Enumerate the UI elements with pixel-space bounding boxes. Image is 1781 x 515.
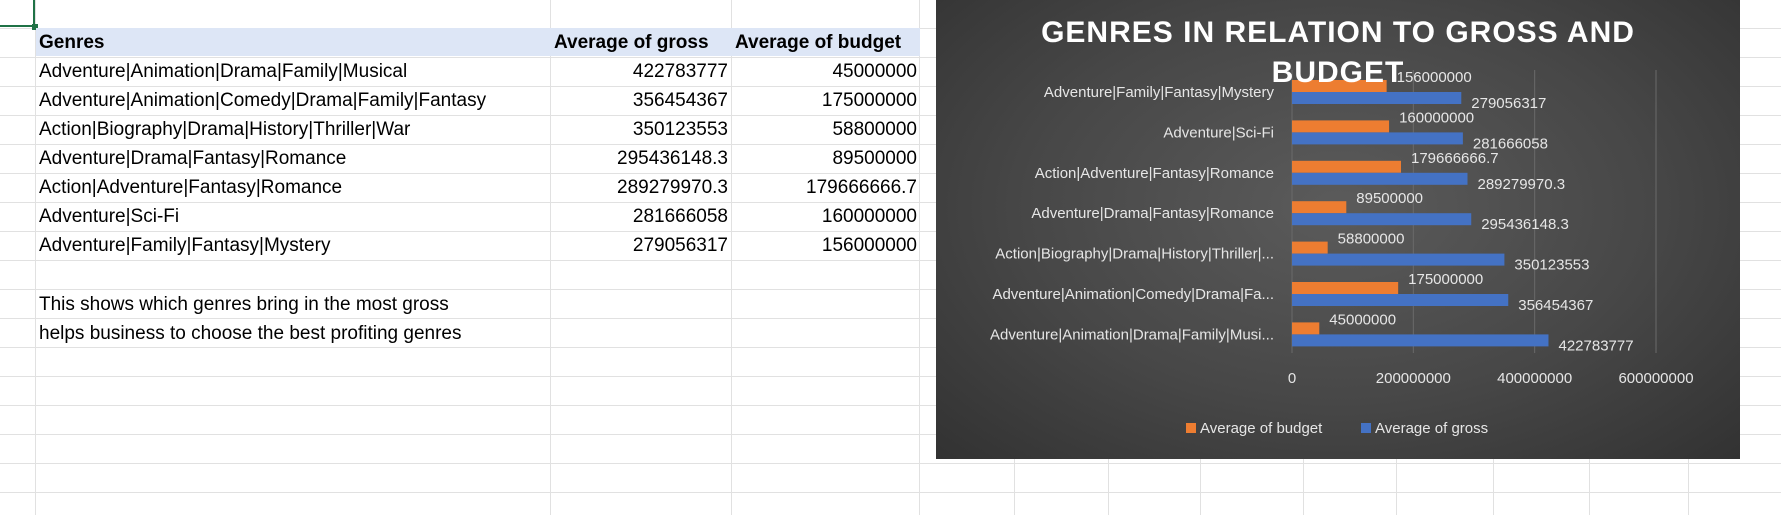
bar-budget[interactable] xyxy=(1292,201,1347,214)
category-label[interactable]: Adventure|Animation|Drama|Family|Musi... xyxy=(990,326,1274,343)
cell-genre[interactable]: Action|Adventure|Fantasy|Romance xyxy=(39,177,343,198)
data-label-gross: 350123553 xyxy=(1514,257,1589,274)
bar-budget[interactable] xyxy=(1292,241,1328,254)
row-gridline xyxy=(0,405,1781,406)
bar-budget[interactable] xyxy=(1292,160,1401,173)
cell-average-budget[interactable]: 156000000 xyxy=(821,235,917,256)
bar-gross[interactable] xyxy=(1292,92,1462,104)
bar-budget[interactable] xyxy=(1292,282,1399,294)
cell-average-gross[interactable]: 356454367 xyxy=(632,90,728,111)
x-tick-label: 400000000 xyxy=(1497,370,1572,387)
row-gridline xyxy=(0,434,1781,435)
data-label-budget: 179666666.7 xyxy=(1411,150,1499,167)
row-gridline xyxy=(0,463,1781,464)
category-label[interactable]: Action|Adventure|Fantasy|Romance xyxy=(1035,165,1274,182)
bar-gross[interactable] xyxy=(1292,294,1509,306)
cell-average-budget[interactable]: 45000000 xyxy=(832,61,917,82)
x-tick-label: 600000000 xyxy=(1618,370,1693,387)
legend-label[interactable]: Average of budget xyxy=(1200,420,1323,437)
data-label-gross: 289279970.3 xyxy=(1477,176,1565,193)
row-gridline xyxy=(0,347,1781,348)
table-header-band xyxy=(36,28,920,56)
legend-swatch xyxy=(1361,423,1371,433)
data-label-gross: 295436148.3 xyxy=(1481,216,1569,233)
cell-genre[interactable]: Adventure|Animation|Comedy|Drama|Family|… xyxy=(39,90,487,111)
category-label[interactable]: Adventure|Animation|Comedy|Drama|Fa... xyxy=(992,286,1274,303)
chart-canvas: 0 200000000 400000000 600000000 Adventure|Fa… xyxy=(990,16,1694,437)
column-gridline xyxy=(550,0,551,515)
bar-budget[interactable] xyxy=(1292,322,1320,335)
bar-chart[interactable]: 0 200000000 400000000 600000000 Adventure|Fa… xyxy=(936,0,1740,459)
data-label-gross: 281666058 xyxy=(1473,135,1548,152)
data-label-budget: 58800000 xyxy=(1338,231,1405,248)
row-gridline xyxy=(0,144,1781,145)
category-label[interactable]: Adventure|Sci-Fi xyxy=(1163,124,1274,141)
data-label-budget: 89500000 xyxy=(1356,190,1423,207)
category-label[interactable]: Adventure|Family|Fantasy|Mystery xyxy=(1044,84,1275,101)
data-label-budget: 175000000 xyxy=(1408,271,1483,288)
row-gridline xyxy=(0,289,1781,290)
cell-average-gross[interactable]: 350123553 xyxy=(632,119,728,140)
data-label-budget: 45000000 xyxy=(1329,311,1396,328)
category-label[interactable]: Adventure|Drama|Fantasy|Romance xyxy=(1031,205,1274,222)
row-gridline xyxy=(0,260,1781,261)
cell-average-gross[interactable]: 422783777 xyxy=(632,61,728,82)
cell-genre[interactable]: Adventure|Family|Fantasy|Mystery xyxy=(39,235,331,256)
cell-genre[interactable]: Adventure|Drama|Fantasy|Romance xyxy=(39,148,347,169)
active-cell-selection[interactable] xyxy=(0,0,35,27)
cell-average-budget[interactable]: 179666666.7 xyxy=(806,177,917,198)
row-gridline xyxy=(0,318,1781,319)
cell-average-budget[interactable]: 89500000 xyxy=(832,148,917,169)
bar-budget[interactable] xyxy=(1292,80,1387,92)
data-label-budget: 156000000 xyxy=(1397,69,1472,86)
cell-average-gross[interactable]: 281666058 xyxy=(632,206,728,227)
row-gridline xyxy=(0,202,1781,203)
category-label[interactable]: Action|Biography|Drama|History|Thriller|… xyxy=(995,246,1274,263)
row-gridline xyxy=(0,492,1781,493)
row-gridline xyxy=(0,376,1781,377)
row-gridline xyxy=(0,57,1781,58)
column-gridline xyxy=(35,0,36,515)
column-gridline xyxy=(919,0,920,515)
column-gridline xyxy=(731,0,732,515)
row-gridline xyxy=(0,115,1781,116)
chart-title-line-2[interactable]: BUDGET xyxy=(1272,56,1405,89)
cell-average-gross[interactable]: 289279970.3 xyxy=(617,177,728,198)
cell-average-budget[interactable]: 175000000 xyxy=(821,90,917,111)
data-label-gross: 279056317 xyxy=(1471,95,1546,112)
legend-label[interactable]: Average of gross xyxy=(1375,420,1488,437)
chart-title-line-1[interactable]: GENRES IN RELATION TO GROSS AND xyxy=(1041,16,1635,49)
bar-gross[interactable] xyxy=(1292,132,1463,145)
bar-budget[interactable] xyxy=(1292,120,1390,133)
bar-gross[interactable] xyxy=(1292,172,1468,185)
x-tick-label: 200000000 xyxy=(1376,370,1451,387)
header-genres[interactable]: Genres xyxy=(39,32,105,53)
x-tick-label: 0 xyxy=(1288,370,1296,387)
header-average-of-budget[interactable]: Average of budget xyxy=(735,32,902,53)
cell-genre[interactable]: Action|Biography|Drama|History|Thriller|… xyxy=(39,119,411,140)
bar-gross[interactable] xyxy=(1292,253,1505,266)
cell-genre[interactable]: Adventure|Sci-Fi xyxy=(39,206,180,227)
note-line-2[interactable]: helps business to choose the best profit… xyxy=(39,323,462,344)
row-gridline xyxy=(0,173,1781,174)
row-gridline xyxy=(0,86,1781,87)
row-gridline xyxy=(0,231,1781,232)
cell-average-budget[interactable]: 160000000 xyxy=(821,206,917,227)
bar-gross[interactable] xyxy=(1292,213,1472,226)
chart-legend[interactable]: Average of budget Average of gross xyxy=(1186,420,1488,437)
data-label-gross: 422783777 xyxy=(1558,337,1633,354)
data-label-budget: 160000000 xyxy=(1399,109,1474,126)
bar-gross[interactable] xyxy=(1292,334,1549,347)
header-average-of-gross[interactable]: Average of gross xyxy=(554,32,709,53)
cell-genre[interactable]: Adventure|Animation|Drama|Family|Musical xyxy=(39,61,408,82)
legend-swatch xyxy=(1186,423,1196,433)
fill-handle[interactable] xyxy=(32,24,38,30)
cell-average-gross[interactable]: 279056317 xyxy=(632,235,728,256)
note-line-1[interactable]: This shows which genres bring in the mos… xyxy=(39,294,449,315)
cell-average-gross[interactable]: 295436148.3 xyxy=(617,148,728,169)
cell-average-budget[interactable]: 58800000 xyxy=(832,119,917,140)
data-label-gross: 356454367 xyxy=(1518,297,1593,314)
